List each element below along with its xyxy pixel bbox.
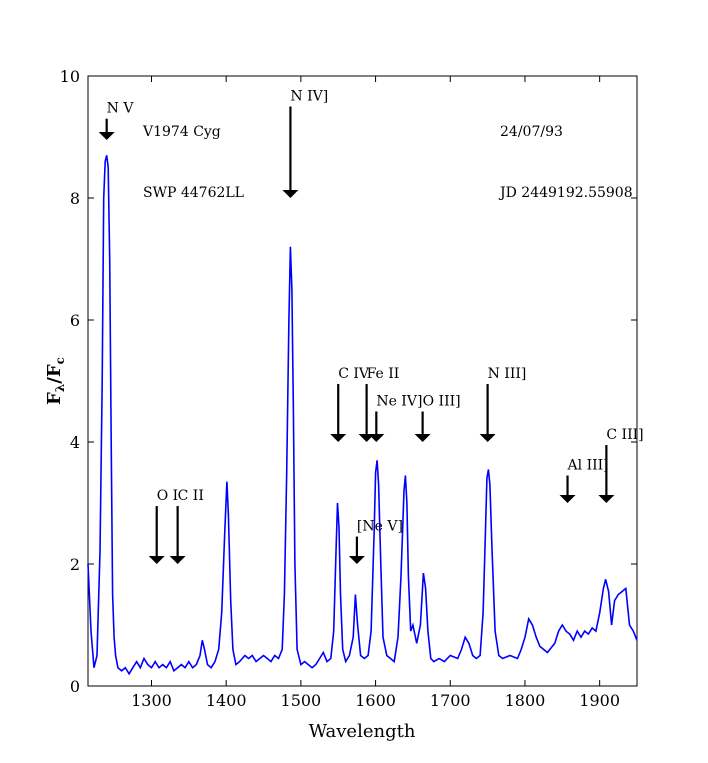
x-tick-label: 1600 [355, 691, 396, 710]
annotation-label: N IV] [290, 89, 328, 105]
axis-ticks [88, 75, 637, 687]
annotation-label: N III] [488, 366, 527, 382]
y-axis-title: Fλ/Fc [44, 357, 67, 405]
spectrum-series-line [87, 155, 638, 676]
info-spectrum: SWP 44762LL [143, 185, 244, 201]
plot-frame [87, 75, 638, 687]
y-axis-title-main: F [44, 392, 65, 405]
annotation-arrow: O I [148, 488, 178, 564]
y-axis-title-slash: / [44, 377, 65, 384]
annotation-label: Al III] [567, 458, 609, 474]
annotation-arrow: O III] [414, 394, 461, 442]
annotation-label: C III] [606, 427, 643, 443]
tick-labels: 1300 1400 1500 1600 1700 1800 1900 0 2 4 6 8 10 [60, 67, 620, 710]
annotation-label: O I [157, 488, 178, 504]
arrow-head [368, 434, 385, 442]
arrow-head [598, 495, 615, 503]
arrow-head [148, 556, 165, 564]
y-axis-title-sub1: λ [53, 384, 67, 392]
arrow-head [98, 132, 115, 141]
y-tick-label: 8 [70, 189, 80, 208]
annotation-arrow: [Ne V] [348, 519, 403, 564]
arrow-head [330, 434, 347, 442]
annotation-label: Fe II [367, 366, 400, 382]
info-jd: JD 2449192.55908 [498, 185, 633, 201]
y-tick-label: 2 [70, 555, 80, 574]
arrow-head [348, 556, 365, 564]
annotation-arrow: Al III] [559, 458, 609, 503]
annotation-label: C II [178, 488, 204, 504]
arrow-head [479, 434, 496, 442]
arrow-head [559, 495, 576, 503]
y-tick-label: 0 [70, 677, 80, 696]
x-tick-label: 1800 [505, 691, 546, 710]
y-axis-title-sub2: c [53, 357, 67, 364]
annotation-arrow: C III] [598, 427, 644, 503]
annotation-arrow: N V [98, 101, 135, 141]
annotation-label: [Ne V] [357, 519, 403, 535]
info-object: V1974 Cyg [142, 124, 221, 140]
annotation-label: Ne IV] [376, 394, 422, 410]
info-date: 24/07/93 [500, 124, 563, 140]
annotation-label: C IV [338, 366, 370, 382]
x-tick-label: 1900 [579, 691, 620, 710]
y-axis-title-main2: F [44, 364, 65, 377]
arrow-head [414, 434, 431, 442]
x-tick-label: 1500 [281, 691, 322, 710]
y-tick-label: 4 [70, 433, 80, 452]
x-tick-label: 1400 [206, 691, 247, 710]
annotation-label: O III] [423, 394, 461, 410]
annotation-arrow: C IV [330, 366, 370, 442]
x-tick-label: 1300 [131, 691, 172, 710]
y-tick-label: 6 [70, 311, 80, 330]
annotation-label: N V [107, 101, 135, 117]
annotation-arrow: N IV] [282, 89, 328, 198]
arrow-head [282, 190, 299, 198]
annotation-arrow: Ne IV] [368, 394, 422, 442]
x-axis-title: Wavelength [309, 721, 416, 742]
annotation-arrow: N III] [479, 366, 527, 442]
y-tick-label: 10 [60, 67, 80, 86]
annotation-arrow: C II [169, 488, 204, 564]
x-tick-label: 1700 [430, 691, 471, 710]
arrow-head [169, 556, 186, 564]
